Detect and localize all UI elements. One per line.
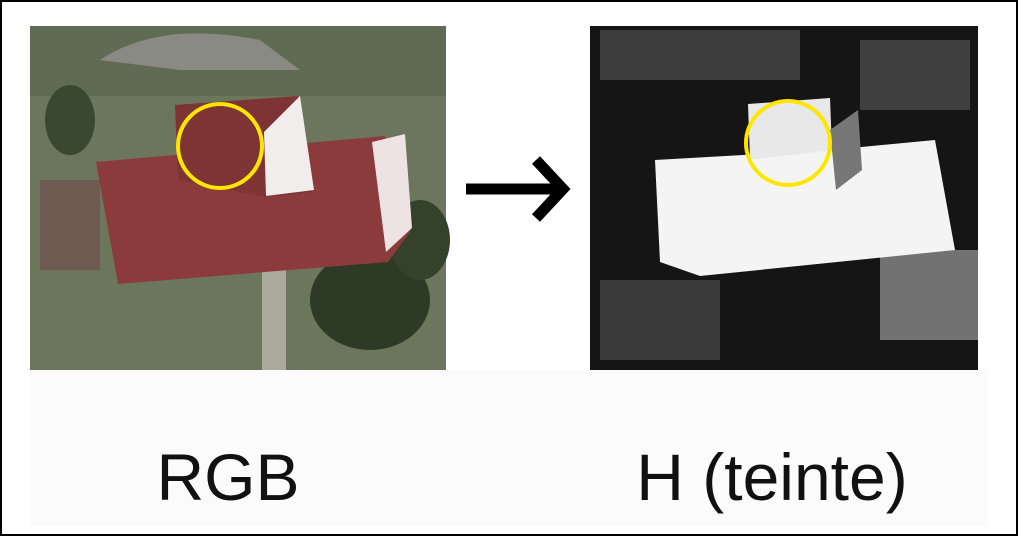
label-hue: H (teinte) bbox=[636, 440, 907, 514]
noise bbox=[600, 280, 720, 360]
hue-image bbox=[590, 26, 978, 370]
walkway bbox=[262, 270, 286, 370]
wall-light bbox=[372, 134, 412, 252]
caption-area bbox=[30, 370, 988, 526]
roof bbox=[96, 136, 410, 284]
highlight-circle bbox=[744, 99, 832, 187]
tree bbox=[45, 85, 95, 155]
path bbox=[100, 33, 300, 70]
shed bbox=[40, 180, 100, 270]
rgb-image bbox=[30, 26, 450, 370]
wall-light bbox=[264, 96, 314, 196]
label-rgb: RGB bbox=[156, 440, 299, 514]
noise bbox=[860, 40, 970, 110]
gray-patch bbox=[830, 110, 862, 190]
arrow-head bbox=[531, 156, 571, 222]
highlight-circle bbox=[176, 102, 264, 190]
noise bbox=[600, 30, 800, 80]
roof-hue bbox=[655, 140, 955, 276]
tree bbox=[310, 250, 430, 350]
noise bbox=[880, 250, 978, 340]
arrow bbox=[466, 156, 571, 222]
roof-hue-upper bbox=[748, 98, 832, 160]
